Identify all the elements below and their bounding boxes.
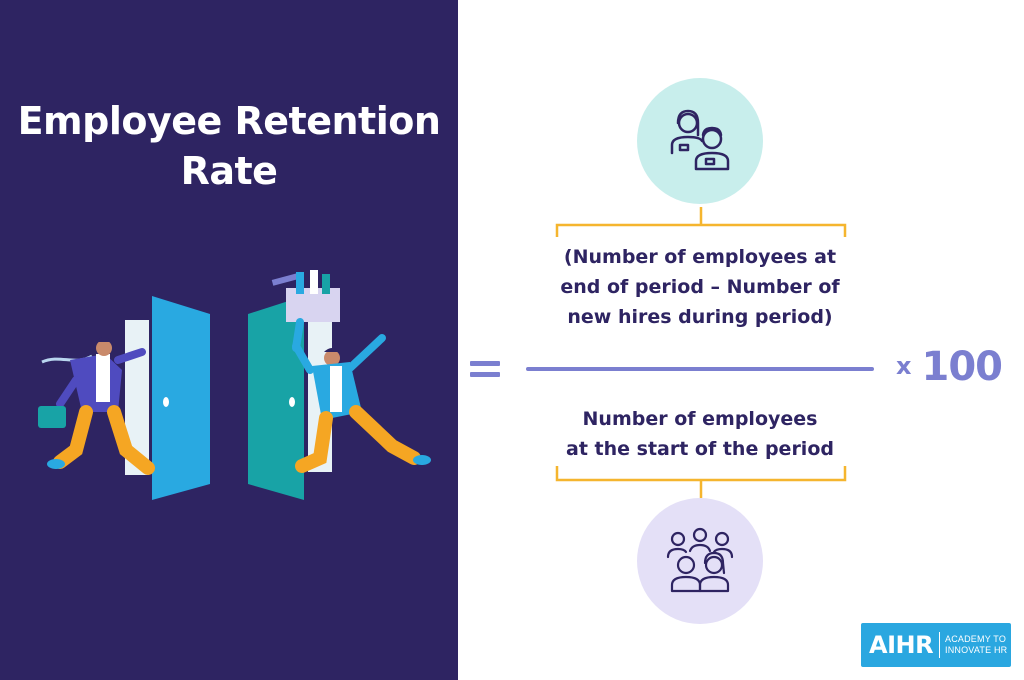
logo-divider [939,632,940,658]
formula-panel: (Number of employees at end of period – … [458,0,1024,680]
right-jumping-man [271,270,431,473]
page-title: Employee Retention Rate [0,96,458,196]
denominator-brace [555,466,847,498]
logo-tagline-line-1: ACADEMY TO [945,634,1007,644]
people-leaving-through-doors-illustration [38,270,431,500]
multiply-sign: x [896,352,912,380]
numerator-line-3: new hires during period) [567,306,833,328]
title-line-1: Employee Retention [17,99,441,143]
denominator-line-1: Number of employees [582,408,818,430]
denominator-text: Number of employees at the start of the … [545,404,855,464]
equals-sign [470,352,502,382]
group-of-employees-icon [637,498,763,624]
aihr-logo: AIHR ACADEMY TO INNOVATE HR [861,623,1011,667]
right-door-knob [289,397,295,407]
numerator-brace [555,207,847,237]
equals-bar-bottom [470,372,500,377]
left-panel: Employee Retention Rate [0,0,458,680]
title-line-2: Rate [180,149,278,193]
fraction-line [526,367,874,371]
right-door-panel [248,296,304,500]
two-employees-glyph [670,109,730,171]
multiplier-value: 100 [921,344,1002,390]
logo-tagline-line-2: INNOVATE HR [945,645,1008,655]
multiplier: x 100 [896,344,1003,390]
group-of-employees-glyph [666,527,734,593]
left-door-knob [163,397,169,407]
equals-bar-top [470,361,500,366]
logo-mark: AIHR [869,631,934,659]
left-running-man [38,337,155,475]
two-employees-icon [637,78,763,204]
denominator-line-2: at the start of the period [566,438,834,460]
logo-tagline: ACADEMY TO INNOVATE HR [945,634,1011,656]
numerator-text: (Number of employees at end of period – … [545,242,855,332]
left-door-panel [152,296,210,500]
numerator-line-1: (Number of employees at [563,246,837,268]
numerator-line-2: end of period – Number of [560,276,840,298]
